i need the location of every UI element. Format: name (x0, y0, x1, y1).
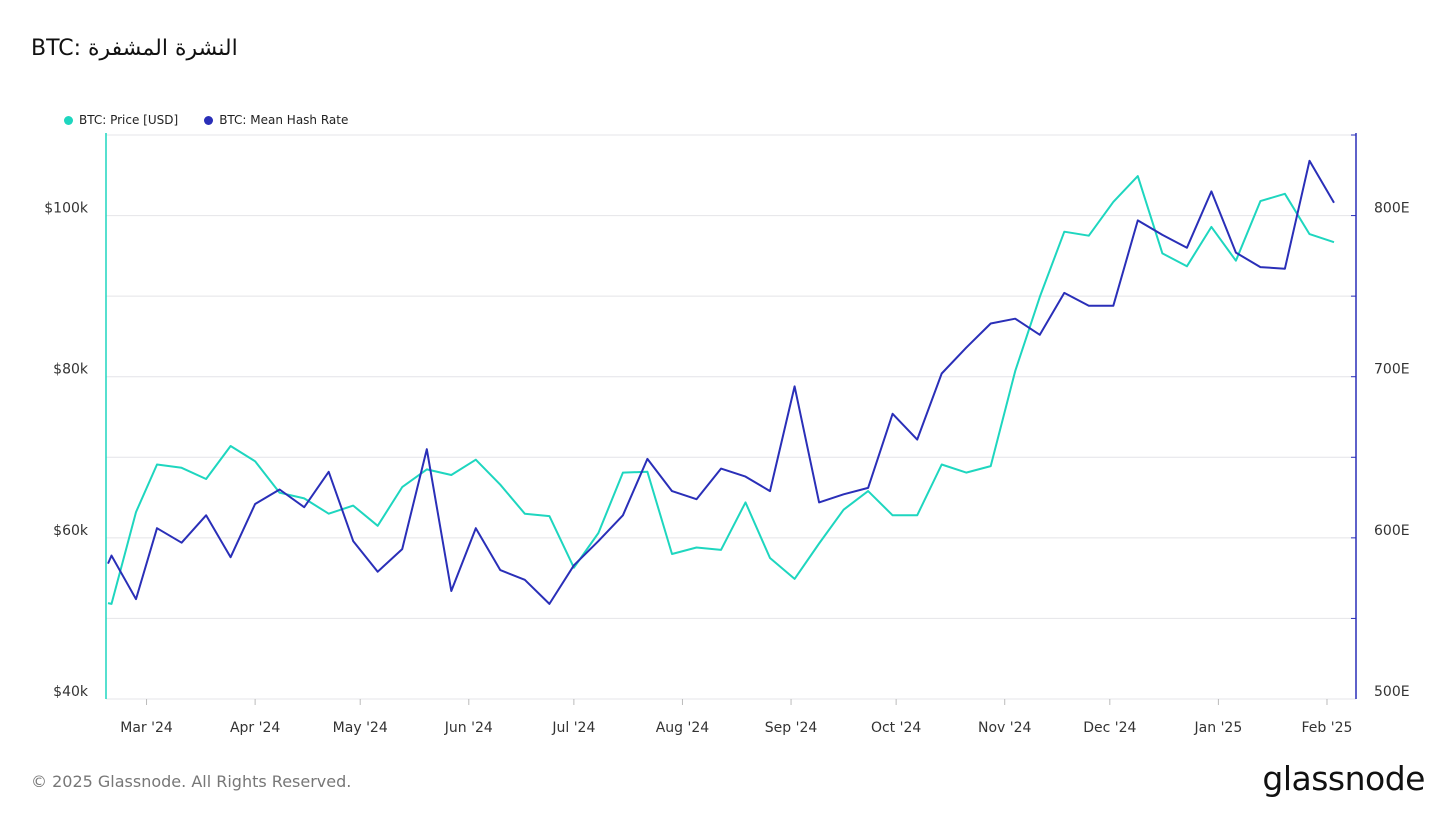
price-series-line (107, 175, 1335, 605)
legend-item-price[interactable]: BTC: Price [USD] (64, 113, 178, 127)
x-tick-label: Feb '25 (1302, 720, 1353, 736)
x-tick-label: Oct '24 (871, 720, 921, 736)
legend: BTC: Price [USD] BTC: Mean Hash Rate (64, 113, 348, 127)
x-tick-label: Mar '24 (120, 720, 173, 736)
legend-label-hash-rate: BTC: Mean Hash Rate (219, 113, 349, 127)
x-tick-label: Nov '24 (978, 720, 1032, 736)
right-y-tick-label: 600E (1374, 523, 1410, 539)
right-y-tick-label: 700E (1374, 362, 1410, 378)
x-tick-label: Jun '24 (444, 720, 493, 736)
left-y-tick-label: $40k (53, 684, 89, 700)
copyright-text: © 2025 Glassnode. All Rights Reserved. (31, 772, 352, 791)
x-tick-label: May '24 (333, 720, 388, 736)
left-y-tick-label: $100k (44, 201, 89, 217)
x-tick-label: Aug '24 (656, 720, 710, 736)
right-y-tick-label: 800E (1374, 201, 1410, 217)
x-tick-label: Apr '24 (230, 720, 280, 736)
x-tick-label: Sep '24 (765, 720, 818, 736)
legend-label-price: BTC: Price [USD] (79, 113, 179, 127)
left-y-tick-label: $60k (53, 523, 89, 539)
price-legend-dot-icon (64, 115, 73, 125)
left-y-tick-label: $80k (53, 362, 89, 378)
hash-rate-legend-dot-icon (204, 115, 214, 125)
x-tick-label: Jan '25 (1194, 720, 1243, 736)
legend-item-hash-rate[interactable]: BTC: Mean Hash Rate (204, 113, 348, 127)
x-tick-label: Dec '24 (1083, 720, 1136, 736)
hash-rate-series-line (107, 159, 1335, 605)
glassnode-logo: glassnode (1262, 759, 1425, 798)
right-y-tick-label: 500E (1374, 684, 1410, 700)
chart-title: BTC: النشرة المشفرة (31, 36, 238, 61)
x-tick-label: Jul '24 (551, 720, 595, 736)
